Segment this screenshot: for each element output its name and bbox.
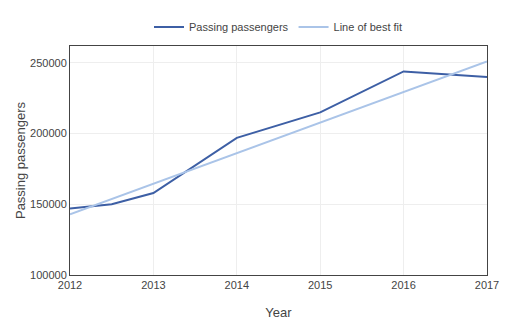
svg-text:200000: 200000 [30, 127, 67, 139]
svg-text:2016: 2016 [391, 279, 415, 291]
svg-text:Line of best fit: Line of best fit [334, 21, 403, 33]
svg-text:2017: 2017 [475, 279, 499, 291]
svg-text:250000: 250000 [30, 57, 67, 69]
svg-text:2012: 2012 [58, 279, 82, 291]
svg-text:2013: 2013 [141, 279, 165, 291]
svg-text:150000: 150000 [30, 198, 67, 210]
svg-text:2014: 2014 [225, 279, 249, 291]
svg-text:Passing passengers: Passing passengers [189, 21, 289, 33]
svg-text:100000: 100000 [30, 269, 67, 281]
svg-text:Passing passengers: Passing passengers [13, 101, 28, 219]
svg-text:Year: Year [265, 305, 292, 320]
svg-text:2015: 2015 [308, 279, 332, 291]
